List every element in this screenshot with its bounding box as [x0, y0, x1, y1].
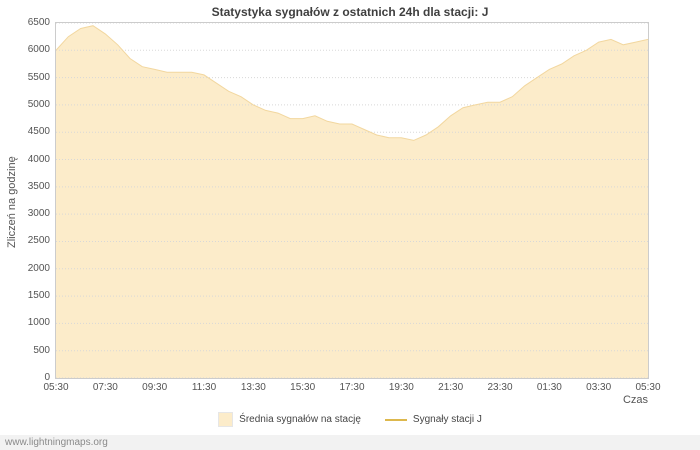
line-swatch	[384, 418, 407, 421]
y-tick-label: 0	[44, 372, 50, 383]
y-axis-label: Zliczeń na godzinę	[6, 156, 18, 248]
x-axis-label: Czas	[622, 394, 648, 406]
y-tick-label: 500	[33, 344, 50, 356]
y-tick-label: 1000	[27, 317, 50, 329]
y-tick-label: 3000	[27, 208, 50, 220]
y-tick-label: 4000	[27, 153, 50, 165]
area-swatch	[218, 412, 234, 427]
x-tick-label: 03:30	[586, 382, 612, 393]
y-tick-label: 6000	[27, 44, 50, 56]
plot-area	[55, 22, 649, 379]
legend-label-station: Sygnały stacji J	[412, 414, 482, 425]
x-tick-label: 01:30	[536, 382, 562, 393]
x-tick-label: 11:30	[191, 382, 217, 393]
x-tick-label: 19:30	[388, 382, 414, 393]
legend-item-average-area: Średnia sygnałów na stację	[218, 412, 361, 427]
y-tick-label: 2500	[27, 235, 50, 247]
y-tick-label: 3500	[27, 180, 50, 192]
legend-label-average: Średnia sygnałów na stację	[239, 414, 361, 425]
average-signal-area	[56, 25, 648, 378]
y-tick-label: 4500	[27, 126, 50, 138]
x-tick-label: 05:30	[43, 382, 69, 393]
x-tick-label: 13:30	[240, 382, 266, 393]
x-tick-label: 21:30	[438, 382, 464, 393]
x-tick-label: 09:30	[142, 382, 168, 393]
watermark: www.lightningmaps.org	[5, 437, 108, 448]
average-signal-area-edge	[56, 25, 648, 141]
legend-item-station-line: Sygnały stacji J	[384, 414, 482, 425]
x-tick-label: 05:30	[635, 382, 661, 393]
y-tick-label: 5000	[27, 98, 50, 110]
x-tick-label: 17:30	[339, 382, 365, 393]
y-tick-label: 2000	[27, 262, 50, 274]
y-tick-label: 1500	[27, 290, 50, 302]
chart-title: Statystyka sygnałów z ostatnich 24h dla …	[211, 5, 489, 19]
footer-bar: www.lightningmaps.org	[0, 435, 700, 450]
y-tick-label: 5500	[27, 71, 50, 83]
x-tick-label: 07:30	[92, 382, 118, 393]
x-tick-label: 23:30	[487, 382, 513, 393]
y-tick-label: 6500	[27, 17, 50, 28]
signal-statistics-chart	[56, 23, 648, 378]
x-tick-label: 15:30	[290, 382, 316, 393]
legend: Średnia sygnałów na stację Sygnały stacj…	[0, 412, 700, 427]
